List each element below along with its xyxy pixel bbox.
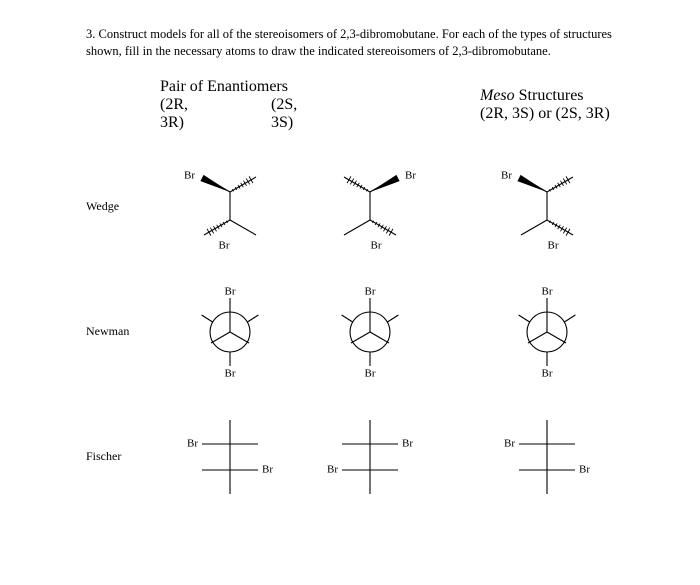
svg-text:Br: Br [219,239,230,251]
svg-text:Br: Br [365,367,376,379]
svg-text:Br: Br [542,367,553,379]
row-label-fischer: Fischer [86,449,121,464]
svg-text:Br: Br [365,285,376,297]
pair-title: Pair of Enantiomers [160,78,300,96]
meso-title: Meso Structures [480,87,614,105]
svg-text:Br: Br [225,285,236,297]
meso-header: Meso Structures (2R, 3S) or (2S, 3R) [480,87,614,123]
page: 3. Construct models for all of the stere… [0,0,700,522]
wedge-cell-3: Br Br [480,162,614,252]
meso-italic: Meso [480,87,515,104]
question-text: 3. Construct models for all of the stere… [86,26,614,60]
col3-label: (2R, 3S) or (2S, 3R) [480,105,614,123]
row-label-newman: Newman [86,324,129,339]
fischer-cell-1: Br Br [160,412,300,502]
diagram-grid: Pair of Enantiomers (2R, 3R) (2S, 3S) Me… [86,78,614,502]
fischer-cell-2: Br Br [300,412,440,502]
svg-text:Br: Br [501,169,512,181]
svg-text:Br: Br [187,437,198,449]
wedge-cell-1: Br Br [160,162,300,252]
svg-text:Br: Br [579,463,590,475]
svg-text:Br: Br [327,463,338,475]
svg-text:Br: Br [405,169,416,181]
svg-text:Br: Br [548,239,559,251]
col1-label: (2R, 3R) [160,96,191,132]
svg-text:Br: Br [371,239,382,251]
newman-cell-2: Br Br [300,282,440,382]
svg-text:Br: Br [504,437,515,449]
newman-cell-3: Br Br [480,282,614,382]
svg-text:Br: Br [225,367,236,379]
wedge-cell-2: Br Br [300,162,440,252]
col2-label: (2S, 3S) [271,96,300,132]
pair-header: Pair of Enantiomers (2R, 3R) (2S, 3S) [160,78,300,132]
svg-text:Br: Br [402,437,413,449]
svg-text:Br: Br [262,463,273,475]
fischer-cell-3: Br Br [480,412,614,502]
svg-text:Br: Br [542,285,553,297]
svg-text:Br: Br [184,169,195,181]
row-label-wedge: Wedge [86,199,119,214]
meso-rest: Structures [515,87,584,104]
newman-cell-1: Br Br [160,282,300,382]
